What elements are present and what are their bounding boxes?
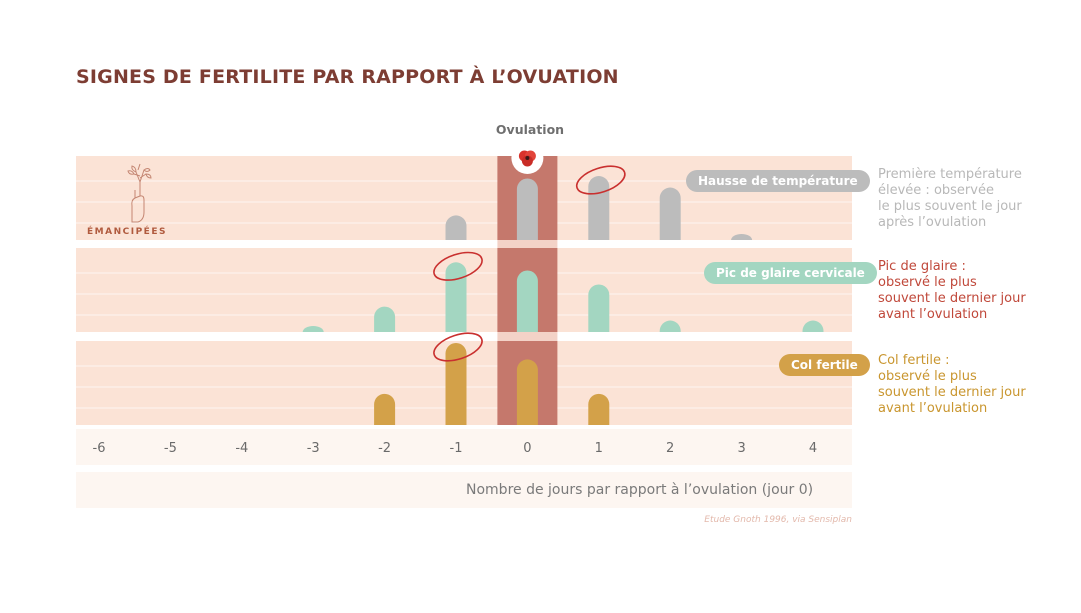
x-tick-label: -4 [235, 441, 248, 456]
bar [659, 320, 681, 332]
note-line: Première température [878, 167, 1022, 182]
note-line: après l’ovulation [878, 215, 987, 230]
bar [445, 343, 467, 425]
x-tick-label: 0 [523, 441, 531, 456]
x-tick-label: 4 [809, 441, 817, 456]
ovulation-label: Ovulation [495, 122, 565, 137]
x-axis-title: Nombre de jours par rapport à l’ovulatio… [466, 482, 814, 498]
bar [659, 187, 681, 240]
bar [802, 320, 824, 332]
legend-pill-temperature: Hausse de température [686, 170, 870, 192]
brand-name: ÉMANCIPÉES [87, 227, 167, 237]
highlight-circle [575, 165, 626, 195]
note-line: avant l’ovulation [878, 307, 988, 322]
highlight-circle [433, 332, 483, 362]
note-col: Col fertile : observé le plus souvent le… [878, 353, 1078, 417]
bar [588, 176, 610, 240]
bar [445, 262, 467, 332]
note-line: Pic de glaire : [878, 259, 966, 274]
hand-plant-icon [127, 163, 152, 223]
note-line: élevée : observée [878, 183, 994, 198]
bar [374, 393, 396, 425]
bar [588, 393, 610, 425]
x-tick-label: -2 [378, 441, 391, 456]
x-tick-label: -1 [450, 441, 463, 456]
bar [516, 270, 538, 332]
poppy-icon [521, 155, 533, 167]
bar [302, 326, 324, 332]
highlight-circle [433, 251, 483, 281]
x-tick-label: 1 [595, 441, 603, 456]
note-line: observé le plus [878, 369, 977, 384]
note-line: souvent le dernier jour [878, 291, 1026, 306]
legend-pill-glaire: Pic de glaire cervicale [704, 262, 877, 284]
x-tick-label: -3 [307, 441, 320, 456]
note-line: souvent le dernier jour [878, 385, 1026, 400]
note-line: Col fertile : [878, 353, 950, 368]
chart-title: SIGNES DE FERTILITE PAR RAPPORT À L’OVUA… [76, 66, 619, 88]
bar [374, 306, 396, 332]
bar [516, 359, 538, 425]
ovulation-gap [497, 332, 558, 341]
x-tick-label: -6 [93, 441, 106, 456]
poppy-icon [525, 156, 530, 160]
note-line: avant l’ovulation [878, 401, 988, 416]
ovulation-gap [497, 240, 558, 248]
x-tick-label: 3 [737, 441, 745, 456]
x-tick-label: -5 [164, 441, 177, 456]
x-axis-band [76, 429, 852, 465]
legend-pill-col: Col fertile [779, 354, 870, 376]
bar [588, 284, 610, 332]
note-temperature: Première température élevée : observée l… [878, 167, 1078, 231]
note-glaire: Pic de glaire : observé le plus souvent … [878, 259, 1078, 323]
x-axis-title-band: Nombre de jours par rapport à l’ovulatio… [76, 472, 852, 508]
x-tick-label: 2 [666, 441, 674, 456]
note-line: le plus souvent le jour [878, 199, 1022, 214]
note-line: observé le plus [878, 275, 977, 290]
bar [445, 215, 467, 240]
bar [516, 178, 538, 240]
bar [731, 234, 753, 240]
source-note: Etude Gnoth 1996, via Sensiplan [704, 515, 852, 525]
